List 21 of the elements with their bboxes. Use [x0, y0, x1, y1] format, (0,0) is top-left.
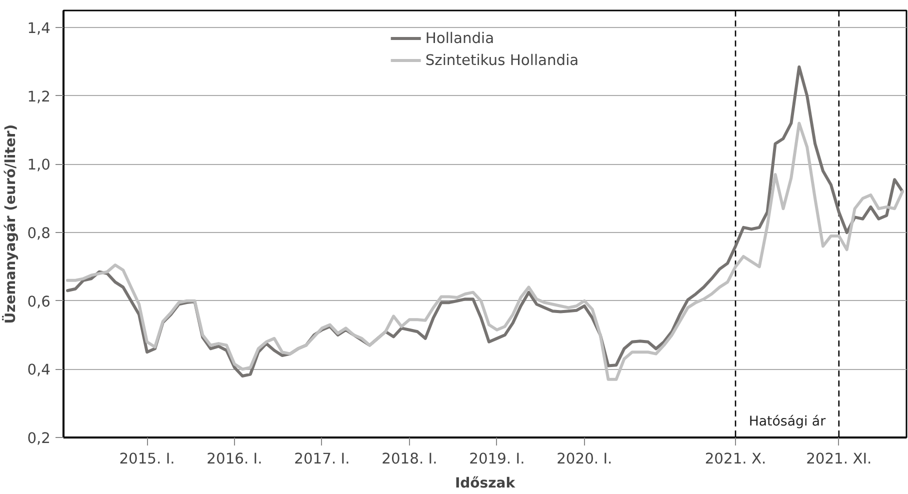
x-tick-label: 2019. I. [469, 450, 525, 468]
y-tick-label: 0,8 [27, 225, 51, 242]
y-axis-title: Üzemanyagár (euró/liter) [2, 124, 20, 324]
y-tick-label: 1,4 [27, 20, 51, 38]
y-tick-label: 0,4 [27, 362, 51, 379]
x-tick-label: 2018. I. [382, 450, 438, 468]
x-axis-title: Időszak [454, 476, 516, 492]
legend-label: Szintetikus Hollandia [425, 52, 579, 68]
legend-label: Hollandia [425, 30, 494, 46]
line-series [66, 122, 904, 381]
x-tick-label: 2020. I. [556, 450, 612, 468]
x-tick-label: 2017. I. [294, 450, 350, 468]
annotation: Hatósági ár [748, 414, 826, 430]
x-tick-label: 2015. I. [119, 450, 175, 468]
x-tick-label: 2021. XI. [806, 450, 872, 468]
y-tick-label: 1,0 [27, 156, 51, 174]
y-tick-label: 0,6 [27, 293, 51, 310]
y-tick-label: 1,2 [27, 88, 51, 106]
x-tick-label: 2021. X. [704, 450, 766, 468]
y-tick-label: 0,2 [27, 430, 51, 447]
x-tick-label: 2016. I. [206, 450, 262, 468]
